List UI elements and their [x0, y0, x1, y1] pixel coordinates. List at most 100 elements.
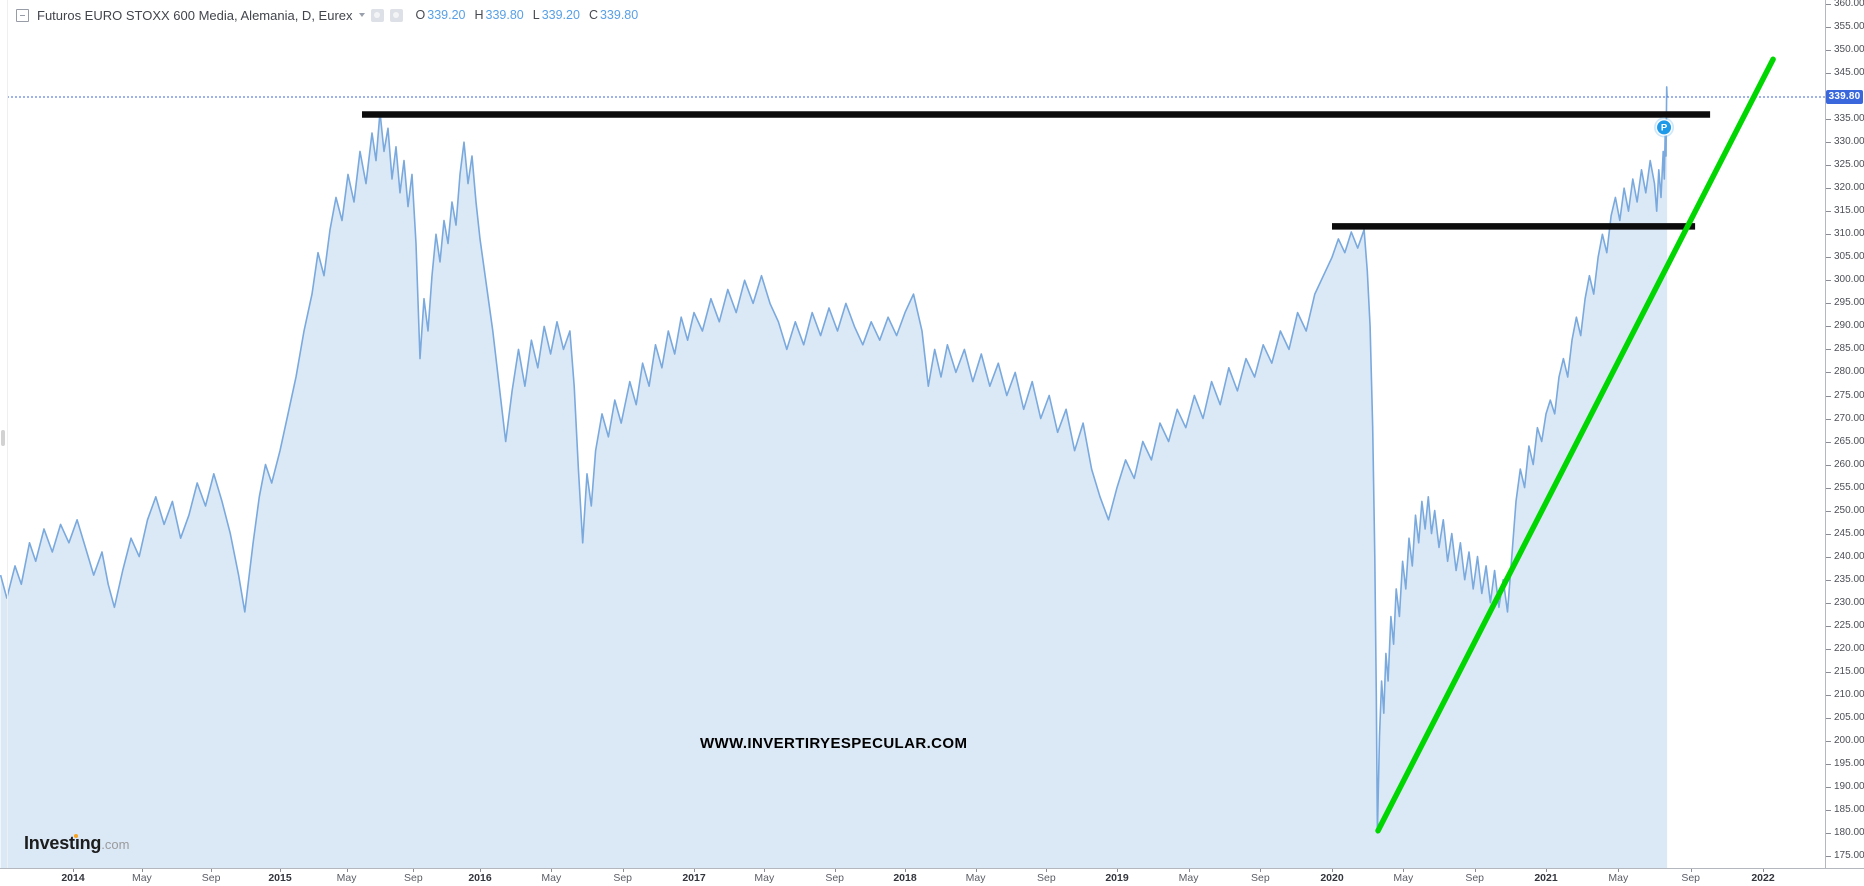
time-tick-label: Sep [1251, 872, 1270, 884]
price-tick-mark [1826, 349, 1831, 351]
time-tick-label: 2018 [893, 872, 917, 884]
price-tick-mark [1826, 280, 1831, 282]
price-tick-label: 190.00 [1834, 780, 1864, 792]
publish-marker-ring [1655, 119, 1673, 136]
price-tick-mark [1826, 694, 1831, 696]
price-tick-mark [1826, 856, 1831, 857]
chart-option-icon-2[interactable] [389, 8, 403, 22]
price-tick-label: 290.00 [1834, 320, 1864, 332]
time-tick-label: May [131, 872, 152, 884]
price-tick-label: 270.00 [1834, 412, 1864, 424]
time-tick-mark [1403, 869, 1405, 872]
circle-glyph [393, 12, 400, 18]
time-tick-mark [694, 869, 695, 872]
publish-marker-label: P [1661, 123, 1668, 134]
time-tick-label: Sep [1465, 872, 1485, 884]
price-tick-label: 225.00 [1834, 619, 1864, 631]
chart-header: Futuros EURO STOXX 600 Media, Alemania, … [16, 6, 638, 24]
left-border-line [7, 0, 8, 868]
time-tick-mark [1260, 869, 1262, 872]
chevron-down-icon[interactable] [358, 13, 365, 17]
time-tick-mark [1474, 869, 1476, 872]
price-tick-mark [1826, 165, 1831, 167]
price-tick-mark [1826, 234, 1831, 236]
time-tick-label: 2021 [1534, 872, 1558, 884]
price-tick-label: 275.00 [1834, 389, 1864, 401]
price-tick-label: 310.00 [1834, 228, 1864, 240]
price-tick-label: 350.00 [1834, 44, 1864, 56]
price-tick-label: 230.00 [1834, 596, 1864, 608]
price-tick-mark [1826, 625, 1831, 627]
time-tick-label: 2020 [1320, 872, 1344, 884]
price-tick-label: 315.00 [1834, 205, 1864, 217]
time-tick-mark [1046, 869, 1048, 872]
price-tick-mark [1826, 119, 1831, 121]
time-tick-mark [622, 869, 624, 872]
price-tick-mark [1826, 533, 1831, 535]
price-tick-label: 295.00 [1834, 297, 1864, 309]
time-tick-mark [413, 869, 415, 872]
time-axis[interactable]: 2014 May Sep 2015 May Sep 2016 May Sep 2017 May Sep… [0, 868, 1864, 886]
price-axis[interactable]: 360.00 355.00 350.00 345.00 335.00 330.00 325.… [1825, 0, 1864, 868]
time-tick-label: 2017 [682, 872, 706, 884]
price-tick-mark [1826, 441, 1831, 443]
price-tick-mark [1826, 326, 1831, 328]
time-tick-mark [1763, 869, 1764, 872]
price-tick-mark [1826, 786, 1831, 788]
price-tick-label: 325.00 [1834, 159, 1864, 171]
time-tick-mark [1188, 869, 1190, 872]
price-tick-mark [1826, 763, 1831, 765]
trend-line-green[interactable] [1375, 56, 1776, 834]
time-tick-mark [280, 869, 281, 872]
price-tick-label: 280.00 [1834, 366, 1864, 378]
symbol-title[interactable]: Futuros EURO STOXX 600 Media, Alemania, … [37, 7, 353, 23]
open-value: 339.20 [427, 8, 466, 22]
price-tick-mark [1826, 73, 1831, 75]
price-tick-label: 185.00 [1834, 803, 1864, 815]
price-tick-label: 330.00 [1834, 136, 1864, 148]
price-tick-label: 210.00 [1834, 688, 1864, 700]
time-tick-label: Sep [613, 872, 633, 884]
time-tick-label: May [336, 872, 357, 884]
time-tick-label: 2022 [1751, 872, 1775, 884]
price-tick-label: 300.00 [1834, 274, 1864, 286]
price-tick-label: 320.00 [1834, 182, 1864, 194]
time-tick-label: May [1178, 872, 1199, 884]
logo-text: Investıng [24, 833, 102, 853]
collapse-icon[interactable] [16, 8, 29, 22]
price-tick-mark [1826, 556, 1831, 558]
time-tick-label: 2019 [1105, 872, 1129, 884]
price-tick-mark [1826, 257, 1831, 259]
price-tick-label: 215.00 [1834, 665, 1864, 677]
price-tick-label: 205.00 [1834, 711, 1864, 723]
open-label: O [415, 8, 426, 22]
time-tick-mark [1690, 869, 1692, 872]
area-series-line [0, 86, 1668, 834]
price-tick-label: 195.00 [1834, 757, 1864, 769]
time-tick-label: May [1393, 872, 1414, 884]
chart-option-icon-1[interactable] [370, 8, 384, 22]
price-tick-mark [1826, 418, 1831, 420]
close-label: C [588, 8, 598, 22]
price-tick-label: 220.00 [1834, 642, 1864, 654]
circle-glyph [374, 12, 381, 18]
price-tick-label: 245.00 [1834, 527, 1864, 539]
price-tick-mark [1826, 809, 1831, 811]
publish-marker-halo [1654, 117, 1675, 138]
ohlc-readout: O 339.20 H 339.80 L 339.20 C 339.80 [407, 8, 639, 22]
price-tick-mark [1826, 602, 1831, 604]
publish-marker[interactable] [1657, 120, 1672, 135]
time-tick-mark [1546, 869, 1547, 872]
price-tick-mark [1826, 648, 1831, 650]
logo-suffix: .com [101, 837, 130, 852]
price-tick-label: 255.00 [1834, 481, 1864, 493]
high-label: H [474, 8, 484, 22]
time-tick-label: May [541, 872, 562, 884]
time-tick-label: Sep [201, 872, 221, 884]
price-tick-mark [1826, 372, 1831, 374]
left-scroll-handle[interactable] [1, 430, 5, 446]
price-tick-mark [1826, 27, 1831, 28]
time-tick-label: Sep [1037, 872, 1056, 884]
